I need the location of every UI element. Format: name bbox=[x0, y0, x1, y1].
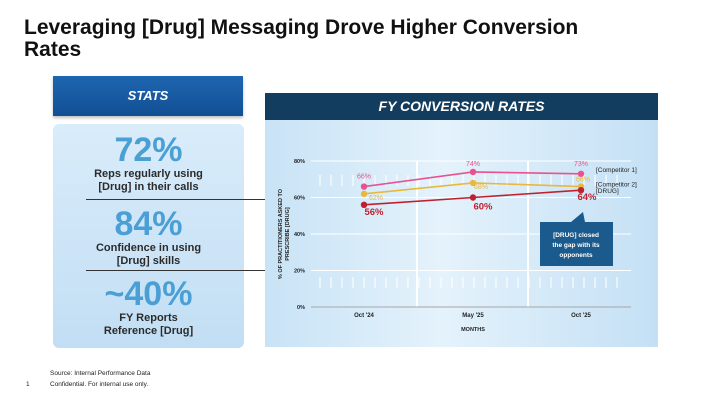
data-label: 74% bbox=[466, 161, 480, 168]
data-label: 56% bbox=[364, 207, 384, 218]
y-axis-title: % OF PRACTITIONERS ASKED TO bbox=[278, 188, 284, 279]
data-point bbox=[469, 194, 477, 201]
data-point bbox=[469, 168, 477, 176]
chart-panel: 0% 20% 40% 60% 80% Oct '24 May '25 Oct '25 MONTH… bbox=[265, 120, 658, 347]
y-axis-title: PRESCRIBE [DRUG] bbox=[285, 207, 291, 261]
y-tick-label: 40% bbox=[294, 232, 305, 238]
stat-desc-line2: Reference [Drug] bbox=[103, 325, 194, 337]
data-label: 73% bbox=[574, 161, 588, 168]
annotation-box bbox=[540, 222, 613, 266]
conversion-chart: 0% 20% 40% 60% 80% Oct '24 May '25 Oct '25 MONTH… bbox=[278, 159, 637, 333]
data-point bbox=[360, 190, 368, 198]
stat-value: 72% bbox=[114, 131, 183, 169]
stat-value: ~40% bbox=[104, 275, 193, 313]
data-label: 60% bbox=[473, 202, 493, 213]
y-tick-label: 60% bbox=[294, 196, 305, 202]
source-note: Source: Internal Performance Data bbox=[50, 370, 151, 377]
chart-header: FY CONVERSION RATES bbox=[265, 93, 658, 120]
x-tick-label: Oct '25 bbox=[571, 313, 591, 319]
data-point bbox=[469, 179, 477, 187]
y-tick-label: 20% bbox=[294, 269, 305, 275]
data-label: 68% bbox=[474, 184, 488, 191]
stats-divider bbox=[86, 199, 266, 200]
stat-confidence: 84% Confidence in using [Drug] skills bbox=[53, 206, 244, 268]
annotation-text: the gap with its bbox=[552, 242, 600, 249]
data-label: 66% bbox=[576, 177, 590, 184]
annotation-pointer bbox=[571, 212, 585, 222]
legend-entry: [DRUG] bbox=[596, 188, 619, 195]
stat-desc-line1: Reps regularly using bbox=[94, 168, 203, 180]
page-title: Leveraging [Drug] Messaging Drove Higher… bbox=[24, 16, 579, 61]
annotation-text: [DRUG] closed bbox=[553, 232, 599, 239]
x-tick-label: May '25 bbox=[462, 313, 484, 319]
stat-desc-line1: Confidence in using bbox=[95, 242, 202, 254]
stat-desc-line2: [Drug] in their calls bbox=[98, 181, 199, 193]
data-label: 62% bbox=[369, 195, 383, 202]
data-label: 66% bbox=[357, 174, 371, 181]
data-point bbox=[360, 201, 368, 208]
stat-desc-line1: FY Reports bbox=[119, 312, 178, 324]
page-number: 1 bbox=[26, 381, 30, 388]
data-point bbox=[577, 170, 585, 177]
data-point bbox=[577, 187, 585, 194]
stat-fy-reports: ~40% FY Reports Reference [Drug] bbox=[53, 276, 244, 338]
y-tick-label: 80% bbox=[294, 159, 305, 165]
x-axis-title: MONTHS bbox=[461, 327, 485, 333]
legend-entry: [Competitor 1] bbox=[596, 167, 637, 174]
stats-divider bbox=[86, 270, 266, 271]
annotation-text: opponents bbox=[559, 252, 593, 259]
stat-value: 84% bbox=[114, 205, 183, 243]
x-tick-label: Oct '24 bbox=[354, 313, 374, 319]
data-point bbox=[360, 183, 368, 190]
legend-entry: [Competitor 2] bbox=[596, 182, 637, 189]
confidential-note: Confidential. For internal use only. bbox=[50, 381, 149, 388]
data-label: 64% bbox=[577, 192, 597, 203]
stat-desc-line2: [Drug] skills bbox=[116, 255, 181, 267]
stats-header: STATS bbox=[53, 76, 243, 116]
y-tick-label: 0% bbox=[297, 305, 305, 311]
stat-reps-using: 72% Reps regularly using [Drug] in their… bbox=[53, 132, 244, 194]
stats-panel: 72% Reps regularly using [Drug] in their… bbox=[53, 124, 266, 348]
